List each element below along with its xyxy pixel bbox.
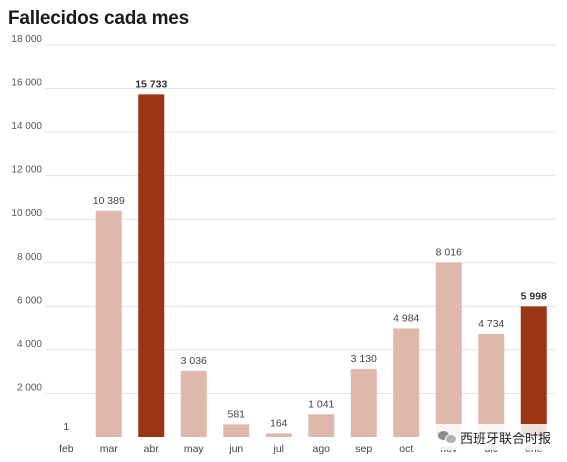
- data-label-sep: 3 130: [351, 353, 377, 365]
- data-label-abr: 15 733: [135, 78, 167, 90]
- data-label-mar: 10 389: [93, 195, 125, 207]
- y-tick-label: 4 000: [17, 339, 42, 350]
- x-tick-label-feb: feb: [59, 443, 74, 455]
- bar-dic: [478, 333, 505, 437]
- watermark-text: 西班牙联合时报: [460, 431, 552, 447]
- data-label-jul: 164: [270, 417, 288, 429]
- bar-oct: [393, 328, 420, 437]
- wechat-icon: [438, 430, 457, 444]
- x-tick-label-oct: oct: [399, 443, 413, 455]
- x-tick-label-mar: mar: [100, 443, 119, 455]
- data-label-may: 3 036: [181, 355, 207, 367]
- data-label-feb: 1: [63, 421, 69, 433]
- bars: [53, 94, 547, 437]
- x-tick-label-jul: jul: [272, 443, 284, 455]
- y-tick-label: 6 000: [17, 295, 42, 306]
- data-labels: 1 10 389 15 733 3 036 581 164 1 041 3 130 4 984 8…: [63, 78, 547, 433]
- watermark: 西班牙联合时报: [432, 424, 558, 450]
- bar-jul: [265, 433, 292, 437]
- y-tick-label: 2 000: [17, 382, 42, 393]
- bar-jun: [223, 424, 250, 437]
- data-label-dic: 4 734: [478, 318, 504, 330]
- bar-mar: [95, 210, 122, 437]
- x-tick-label-jun: jun: [228, 443, 243, 455]
- y-tick-label: 10 000: [11, 208, 42, 219]
- data-label-ene: 5 998: [521, 290, 547, 302]
- chart-title: Fallecidos cada mes: [8, 8, 190, 29]
- y-tick-label: 8 000: [17, 252, 42, 263]
- x-tick-label-may: may: [184, 443, 205, 455]
- y-axis: 2 000 4 000 6 000 8 000 10 000 12 000 14 000 16…: [11, 34, 42, 393]
- bar-abr: [138, 94, 165, 437]
- data-label-jun: 581: [227, 408, 245, 420]
- bar-ago: [308, 414, 335, 437]
- y-tick-label: 12 000: [11, 165, 42, 176]
- y-tick-label: 14 000: [11, 121, 42, 132]
- bar-may: [180, 370, 207, 437]
- x-tick-label-sep: sep: [355, 443, 372, 455]
- data-label-nov: 8 016: [436, 246, 462, 258]
- grid-lines: [45, 44, 555, 394]
- x-tick-label-abr: abr: [144, 443, 160, 455]
- y-tick-label: 18 000: [11, 34, 42, 45]
- bar-nov: [435, 262, 462, 437]
- y-tick-label: 16 000: [11, 78, 42, 89]
- x-tick-label-ago: ago: [312, 443, 330, 455]
- data-label-oct: 4 984: [393, 312, 419, 324]
- bar-ene: [520, 306, 547, 437]
- data-label-ago: 1 041: [308, 398, 334, 410]
- bar-sep: [350, 368, 377, 437]
